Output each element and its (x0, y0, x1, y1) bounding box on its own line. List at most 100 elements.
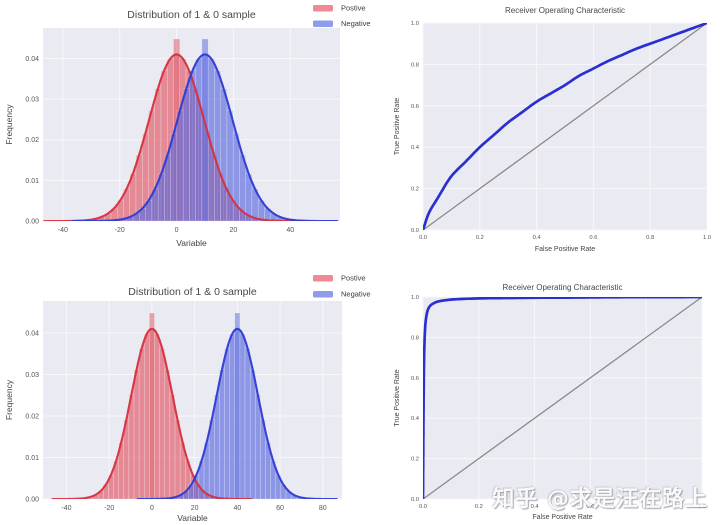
legend: Postive Negative (313, 274, 371, 299)
y-tick-label: 0.2 (411, 187, 419, 193)
x-tick-label: 1.0 (703, 235, 711, 241)
x-tick-label: 0.0 (419, 235, 427, 241)
legend-swatch (313, 20, 333, 27)
histogram-bars-negative (126, 38, 284, 221)
y-tick-label: 0.0 (411, 228, 419, 234)
x-axis-label: Variable (177, 513, 208, 523)
legend-label: Postive (341, 274, 366, 283)
histogram-bar (214, 394, 220, 499)
y-tick-label: 1.0 (411, 295, 419, 301)
y-tick-label: 0.0 (411, 497, 419, 503)
roc-curve (423, 297, 702, 499)
y-tick-label: 0.03 (25, 372, 39, 379)
x-axis-label: Variable (176, 238, 207, 248)
y-tick-label: 0.8 (411, 62, 419, 68)
histogram-bar (189, 70, 196, 221)
tick-labels: 0.0 0.2 0.4 0.6 0.8 1.0 0.0 0.2 0.4 0.6 0.8 1.0 (411, 295, 706, 510)
diagonal-reference-line (423, 23, 707, 230)
subplot-distribution-overlapping: Postive Negative -40 -20 0 20 40 0.00 0.01 0.02 0.… (4, 4, 371, 249)
tick-labels: 0.0 0.2 0.4 0.6 0.8 1.0 0.0 0.2 0.4 0.6 0.8 1.0 (411, 21, 711, 241)
y-tick-label: 0.03 (25, 97, 39, 104)
y-tick-label: 0.02 (25, 413, 39, 420)
grid (422, 22, 708, 231)
y-axis-label: Frequency (4, 104, 14, 145)
x-tick-label: -20 (115, 227, 125, 234)
histogram-bar (220, 88, 228, 221)
x-axis-label: False Positive Rate (535, 246, 595, 253)
subplot-roc-moderate: 0.0 0.2 0.4 0.6 0.8 1.0 0.0 0.2 0.4 0.6 0.8 1.0 Rece… (394, 6, 711, 253)
histogram-bar (128, 394, 135, 499)
histogram-bar (226, 110, 234, 221)
histogram-bar (229, 333, 235, 499)
legend-swatch (313, 275, 333, 282)
y-axis-label: True Positive Rate (394, 98, 401, 155)
histogram-bar (133, 369, 140, 499)
y-tick-label: 0.2 (411, 457, 419, 463)
chart-title: Distribution of 1 & 0 sample (128, 286, 257, 298)
y-axis-label: Frequency (4, 379, 14, 420)
histogram-bar (176, 110, 184, 221)
x-tick-label: -20 (104, 505, 114, 512)
data-layer (51, 312, 338, 499)
axes-background (43, 301, 342, 499)
kde-line-negative (136, 327, 338, 499)
y-tick-label: 0.01 (25, 178, 39, 185)
histogram-bar (159, 348, 165, 499)
data-layer (423, 297, 702, 499)
y-tick-label: 0.4 (411, 416, 420, 422)
x-tick-label: 40 (286, 227, 294, 234)
legend-label: Negative (341, 19, 371, 28)
y-tick-label: 0.01 (25, 455, 39, 462)
watermark: 知乎 @求是汪在路上 (492, 487, 708, 512)
data-layer (43, 38, 339, 221)
x-tick-label: 0 (175, 227, 179, 234)
x-tick-label: 0 (150, 505, 154, 512)
x-tick-label: 80 (319, 505, 327, 512)
histogram-bar (255, 394, 261, 499)
y-tick-label: 0.04 (25, 56, 39, 63)
histogram-bar (170, 133, 178, 221)
x-tick-label: 0.2 (476, 235, 484, 241)
x-tick-label: 0.8 (642, 504, 650, 510)
data-layer (423, 23, 707, 230)
histogram-bar (214, 70, 221, 221)
legend-swatch (313, 291, 333, 298)
chart-title: Receiver Operating Characteristic (505, 6, 625, 15)
chart-title: Distribution of 1 & 0 sample (127, 9, 256, 21)
histogram-bar (182, 88, 190, 221)
histogram-bar (195, 58, 203, 221)
x-tick-label: 0.6 (589, 235, 597, 241)
y-tick-label: 0.4 (411, 145, 420, 151)
histogram-bar (143, 333, 150, 499)
kde-line-negative (71, 53, 339, 221)
x-tick-label: 0.2 (475, 504, 483, 510)
tick-labels: -40 -20 0 20 40 0.00 0.01 0.02 0.03 0.04 (25, 56, 294, 234)
x-tick-label: 0.8 (646, 235, 654, 241)
histogram-bar (138, 348, 145, 499)
x-tick-label: 20 (191, 505, 199, 512)
legend-label: Postive (341, 4, 366, 13)
histogram-bar (224, 348, 230, 499)
y-tick-label: 0.00 (25, 496, 39, 503)
x-axis-label: False Positive Rate (532, 514, 592, 521)
x-tick-label: 0.4 (533, 235, 542, 241)
x-tick-label: 60 (276, 505, 284, 512)
histogram-bar (219, 369, 225, 499)
chart-title: Receiver Operating Characteristic (502, 283, 622, 292)
histogram-bar (249, 369, 256, 499)
y-tick-label: 0.6 (411, 104, 419, 110)
y-tick-label: 0.02 (25, 137, 39, 144)
x-tick-label: -40 (61, 505, 71, 512)
roc-curve (423, 23, 707, 230)
histogram-bar (164, 369, 170, 499)
tick-labels: -40 -20 0 20 40 60 80 0.00 0.01 0.02 0.03 0.04 (25, 330, 326, 512)
x-tick-label: 0.6 (586, 504, 594, 510)
x-tick-label: 40 (233, 505, 241, 512)
x-tick-label: -40 (58, 227, 68, 234)
histogram-bar (169, 394, 176, 499)
x-tick-label: 20 (230, 227, 238, 234)
legend-swatch (313, 5, 333, 12)
histogram-bar (154, 333, 160, 499)
x-tick-label: 0.4 (531, 504, 540, 510)
